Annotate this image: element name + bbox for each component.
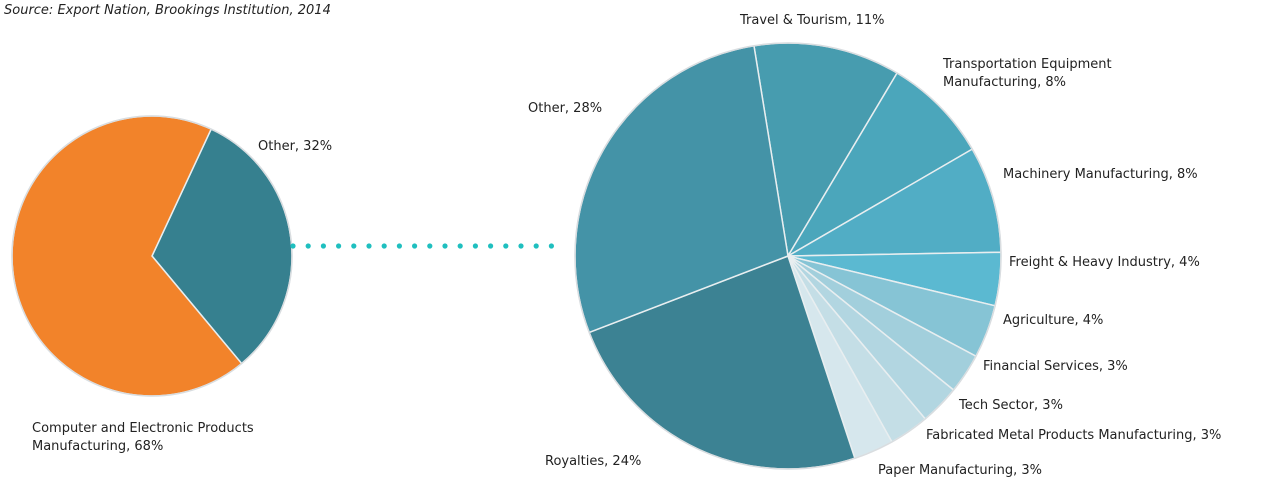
connector-dot — [366, 243, 372, 249]
right-label-fabricated-metal-products-manufacturing: Fabricated Metal Products Manufacturing,… — [926, 428, 1221, 443]
right-label-financial-services: Financial Services, 3% — [983, 359, 1128, 374]
connector-dot — [533, 243, 539, 249]
connector-dot — [518, 243, 524, 249]
left-label-other: Other, 32% — [258, 139, 332, 154]
connector-dot — [412, 243, 418, 249]
connector-dot — [472, 243, 478, 249]
source-note: Source: Export Nation, Brookings Institu… — [4, 3, 331, 18]
connector-dot — [396, 243, 402, 249]
right-label-travel-and-tourism: Travel & Tourism, 11% — [739, 13, 885, 28]
connector-dot — [488, 243, 494, 249]
connector-dots — [290, 243, 555, 249]
connector-dot — [427, 243, 433, 249]
left-pie-outline — [11, 115, 293, 397]
pie-left — [11, 115, 293, 397]
right-label-freight-and-heavy-industry: Freight & Heavy Industry, 4% — [1009, 255, 1200, 270]
connector-dot — [503, 243, 509, 249]
connector-dot — [351, 243, 357, 249]
right-label-paper-manufacturing: Paper Manufacturing, 3% — [878, 463, 1042, 478]
right-label-other: Other, 28% — [528, 101, 602, 116]
right-pie-outline — [574, 42, 1002, 470]
right-label-tech-sector: Tech Sector, 3% — [958, 398, 1063, 413]
right-label-agriculture: Agriculture, 4% — [1003, 313, 1103, 328]
left-label-computer-and-electronic-products-manufacturing: Computer and Electronic Products Manufact… — [32, 421, 254, 454]
connector-dot — [305, 243, 311, 249]
right-label-transportation-equipment-manufacturing: Transportation Equipment Manufacturing, 8… — [942, 57, 1112, 90]
slice-labels: Other, 32% Computer and Electronic Produc… — [32, 13, 1221, 478]
connector-dot — [381, 243, 387, 249]
connector-dot — [320, 243, 326, 249]
right-label-machinery-manufacturing: Machinery Manufacturing, 8% — [1003, 167, 1198, 182]
connector-dot — [336, 243, 342, 249]
pie-right — [574, 42, 1002, 470]
connector-dot — [290, 243, 296, 249]
connector-dot — [442, 243, 448, 249]
connector-dot — [548, 243, 555, 249]
connector-dot — [457, 243, 463, 249]
right-label-royalties: Royalties, 24% — [545, 454, 641, 469]
